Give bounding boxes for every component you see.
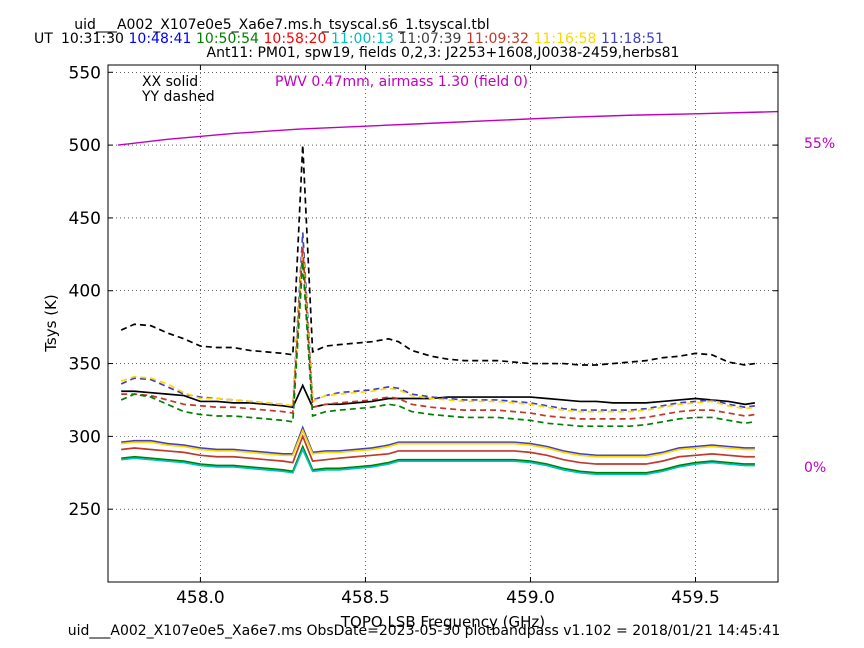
y-tick-label: 400 bbox=[69, 282, 101, 302]
y-tick-label: 300 bbox=[69, 427, 101, 447]
axis-ticks: 458.0 458.5 459.0 459.5 250 300 350 400 450 500 55… bbox=[69, 63, 778, 608]
y-tick-label: 550 bbox=[69, 63, 101, 83]
x-axis-label: TOPO LSB Frequency (GHz) bbox=[340, 613, 545, 631]
legend-yy-dashed: YY dashed bbox=[141, 89, 215, 105]
atm-transmission-line bbox=[117, 110, 779, 146]
series-line-yy-2 bbox=[120, 232, 756, 412]
plot-subtitle: Ant11: PM01, spw19, fields 0,2,3: J2253+… bbox=[207, 45, 680, 61]
series-line-xx-8 bbox=[121, 434, 755, 465]
ut-time-7: 11:16:58 bbox=[534, 31, 597, 47]
series-line-xx-7 bbox=[121, 428, 755, 458]
plot-frame bbox=[107, 64, 779, 583]
series-line-yy-4 bbox=[121, 246, 756, 420]
series-line-xx-6 bbox=[121, 425, 755, 457]
ut-time-4: 11:00:13 bbox=[331, 31, 394, 47]
ut-times-row: UT 10:31:30 10:48:41 10:50:54 10:58:20 11:00… bbox=[34, 31, 664, 47]
y-axis-label: Tsys (K) bbox=[42, 294, 60, 353]
series-line-xx-1 bbox=[121, 383, 756, 409]
x-tick-label: 458.5 bbox=[341, 588, 390, 608]
y-tick-label: 500 bbox=[69, 136, 101, 156]
grid bbox=[108, 65, 778, 582]
series-line-xx-10 bbox=[121, 447, 755, 476]
ut-time-1: 10:48:41 bbox=[129, 31, 192, 47]
ut-time-3: 10:58:20 bbox=[264, 31, 327, 47]
ut-time-2: 10:50:54 bbox=[196, 31, 259, 47]
ut-time-0: 10:31:30 bbox=[61, 31, 124, 47]
series-line-yy-5 bbox=[120, 261, 756, 428]
y-tick-label: 250 bbox=[69, 500, 101, 520]
ut-time-8: 11:18:51 bbox=[601, 31, 664, 47]
ut-time-6: 11:09:32 bbox=[466, 31, 529, 47]
legend-xx-solid: XX solid bbox=[142, 74, 198, 90]
y-tick-label: 350 bbox=[69, 355, 101, 375]
y-tick-label: 450 bbox=[69, 209, 101, 229]
pwv-annotation: PWV 0.47mm, airmass 1.30 (field 0) bbox=[275, 74, 528, 90]
series-line-yy-0 bbox=[120, 145, 756, 366]
series-line-yy-3 bbox=[120, 246, 756, 413]
atm-scale-top-label: 55% bbox=[804, 136, 835, 152]
ut-time-5: 11:07:39 bbox=[399, 31, 462, 47]
atmosphere-curve bbox=[117, 110, 779, 146]
atm-scale-bottom-label: 0% bbox=[804, 460, 826, 476]
footer-info: uid___A002_X107e0e5_Xa6e7.ms ObsDate=202… bbox=[68, 623, 781, 639]
x-tick-label: 459.5 bbox=[671, 588, 720, 608]
x-tick-label: 459.0 bbox=[506, 588, 555, 608]
x-tick-label: 458.0 bbox=[176, 588, 225, 608]
series-layer bbox=[120, 145, 756, 476]
series-line-xx-9 bbox=[121, 444, 755, 474]
ut-label: UT bbox=[34, 31, 53, 47]
plot-title: uid___A002_X107e0e5_Xa6e7.ms.h_tsyscal.s… bbox=[74, 17, 489, 33]
